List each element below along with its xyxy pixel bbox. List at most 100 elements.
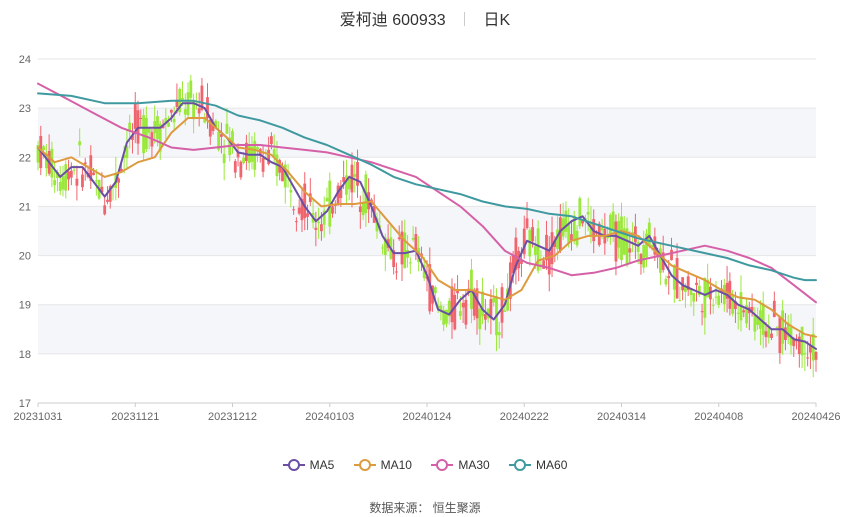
candle-body — [392, 250, 396, 268]
candle-body — [206, 97, 209, 119]
candle-body — [628, 248, 632, 253]
candle-body — [664, 278, 668, 285]
candle — [639, 252, 643, 275]
candle-body — [72, 169, 76, 171]
x-tick-label: 20231212 — [208, 411, 257, 423]
legend-item-ma5[interactable]: MA5 — [282, 458, 334, 472]
candle-body — [117, 178, 120, 183]
candle — [256, 143, 259, 163]
candle — [225, 108, 229, 135]
legend-label: MA60 — [536, 458, 568, 472]
candle-body — [753, 314, 757, 332]
candle-body — [158, 123, 162, 152]
candle — [411, 226, 415, 242]
candle-body — [608, 214, 612, 237]
candle — [447, 297, 451, 325]
candle — [297, 199, 301, 216]
candle-body — [328, 180, 332, 227]
candle-body — [339, 185, 343, 199]
candle — [175, 83, 179, 114]
candle-body — [684, 286, 687, 292]
candle-body — [589, 223, 593, 236]
candle-body — [411, 237, 415, 240]
candle-body — [692, 293, 696, 302]
candle-body — [786, 322, 790, 338]
candle-body — [761, 303, 765, 335]
candle — [61, 165, 65, 197]
candle — [586, 197, 590, 232]
candle — [300, 186, 304, 233]
candle-body — [678, 299, 682, 301]
candle — [433, 285, 437, 299]
candle-body — [78, 141, 82, 146]
legend-item-ma60[interactable]: MA60 — [509, 458, 567, 472]
candle-body — [547, 251, 551, 275]
candle-body — [514, 237, 518, 270]
candle-body — [578, 198, 582, 227]
candle-body — [300, 198, 304, 221]
candle — [497, 322, 501, 349]
candle-body — [125, 145, 129, 159]
candle-body — [345, 175, 348, 195]
candle-body — [433, 287, 437, 294]
candle-body — [183, 109, 187, 115]
legend-marker-icon — [353, 459, 376, 471]
candle-body — [734, 301, 737, 310]
candle-body — [83, 162, 87, 165]
candle-body — [522, 228, 526, 255]
candle — [642, 230, 646, 273]
candle-body — [244, 142, 248, 161]
candle-body — [408, 262, 412, 264]
candle — [172, 106, 176, 131]
legend-marker-icon — [509, 459, 532, 471]
candle — [339, 180, 343, 207]
x-tick-label: 20240124 — [403, 411, 452, 423]
candle — [483, 299, 487, 331]
candle-body — [181, 97, 184, 102]
candle-body — [472, 290, 476, 316]
candle-body — [767, 325, 771, 338]
candle — [522, 215, 526, 259]
candle — [786, 314, 790, 344]
candle-body — [167, 122, 170, 127]
candle — [117, 177, 120, 198]
candle — [442, 305, 446, 332]
candle — [58, 165, 62, 196]
candle-body — [717, 295, 721, 305]
candle — [725, 265, 729, 313]
x-tick-label: 20240314 — [597, 411, 646, 423]
candle-body — [147, 127, 151, 133]
title-separator — [464, 12, 466, 26]
candle-body — [439, 305, 443, 311]
candle-body — [556, 229, 559, 249]
candle — [261, 145, 265, 178]
candle — [283, 160, 287, 204]
candle — [361, 188, 365, 220]
candle-body — [703, 277, 707, 318]
candle-body — [814, 352, 818, 360]
candle-body — [53, 179, 57, 186]
candle-body — [742, 310, 746, 313]
candle — [659, 242, 662, 286]
candle — [233, 159, 237, 179]
candle-body — [295, 221, 298, 223]
candle-body — [142, 115, 145, 154]
candle — [756, 307, 760, 330]
candle-body — [236, 152, 240, 158]
candle-body — [478, 308, 482, 330]
candle — [700, 303, 704, 326]
legend-item-ma30[interactable]: MA30 — [431, 458, 490, 472]
candle-body — [750, 306, 754, 312]
candle — [686, 271, 690, 296]
legend-item-ma10[interactable]: MA10 — [353, 458, 412, 472]
candle — [131, 123, 134, 154]
candle-body — [503, 310, 507, 312]
chart-title: 爱柯迪 600933 日K — [0, 6, 850, 30]
candle-body — [361, 202, 365, 216]
candle-body — [94, 180, 98, 182]
candle — [325, 187, 329, 202]
candle-body — [172, 118, 176, 123]
candle-body — [189, 80, 193, 98]
candle — [781, 299, 785, 355]
